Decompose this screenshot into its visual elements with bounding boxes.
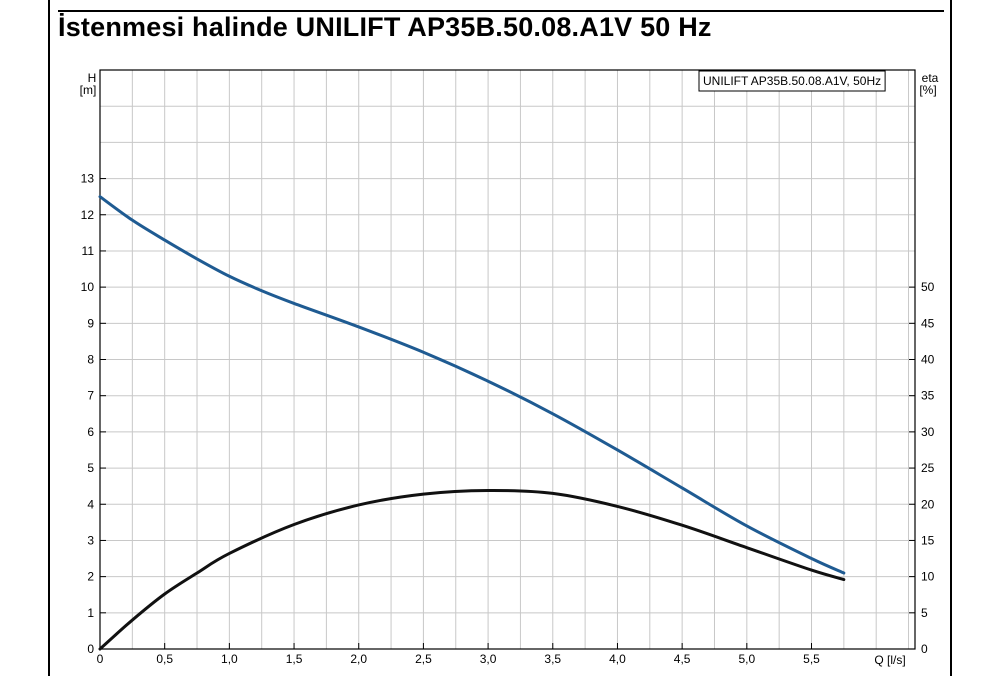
y-axis-right-unit: [%] — [919, 83, 936, 97]
y-left-tick-label: 13 — [81, 172, 95, 186]
x-tick-label: 5,0 — [738, 652, 755, 666]
x-tick-label: 2,0 — [350, 652, 367, 666]
x-tick-label: 0,5 — [156, 652, 173, 666]
title-top-rule — [58, 10, 944, 12]
y-left-tick-label: 12 — [81, 208, 95, 222]
y-axis-left-label: H — [88, 71, 97, 85]
y-right-tick-label: 10 — [921, 570, 935, 584]
x-tick-label: 4,0 — [609, 652, 626, 666]
x-tick-label: 1,5 — [286, 652, 303, 666]
y-left-tick-label: 5 — [87, 461, 94, 475]
y-left-tick-label: 1 — [87, 606, 94, 620]
y-right-tick-label: 15 — [921, 533, 935, 547]
x-tick-label: 2,5 — [415, 652, 432, 666]
chart-series — [98, 195, 846, 651]
y-axis-left-unit: [m] — [80, 83, 97, 97]
y-left-tick-label: 9 — [87, 316, 94, 330]
y-right-tick-label: 35 — [921, 389, 935, 403]
y-left-tick-label: 6 — [87, 425, 94, 439]
y-left-tick-label: 0 — [87, 642, 94, 656]
y-left-tick-label: 3 — [87, 533, 94, 547]
x-axis-label: Q [l/s] — [874, 653, 905, 667]
y-left-tick-label: 10 — [81, 280, 95, 294]
y-right-tick-label: 30 — [921, 425, 935, 439]
legend-entry: UNILIFT AP35B.50.08.A1V, 50Hz — [703, 74, 881, 88]
chart-grid — [100, 70, 915, 649]
y-right-tick-label: 40 — [921, 353, 935, 367]
page-frame-left — [48, 0, 50, 676]
y-left-tick-label: 8 — [87, 353, 94, 367]
x-axis-ticks: 0 0,5 1,0 1,5 2,0 2,5 3,0 3,5 4,0 4,5 5,0 5,5 — [97, 643, 820, 666]
x-tick-label: 4,5 — [674, 652, 691, 666]
x-tick-label: 3,0 — [480, 652, 497, 666]
y-axis-right-label: eta — [922, 71, 939, 85]
y-right-tick-label: 45 — [921, 316, 935, 330]
x-tick-label: 1,0 — [221, 652, 238, 666]
series-line-efficiency — [98, 488, 846, 651]
x-tick-label: 3,5 — [544, 652, 561, 666]
y-right-tick-label: 5 — [921, 606, 928, 620]
y-left-tick-label: 4 — [87, 497, 94, 511]
y-left-tick-label: 2 — [87, 570, 94, 584]
y-right-tick-label: 0 — [921, 642, 928, 656]
page-title: İstenmesi halinde UNILIFT AP35B.50.08.A1… — [58, 12, 712, 42]
y-axis-right-ticks: 0 5 10 15 20 25 30 35 40 45 50 — [909, 280, 935, 656]
y-right-tick-label: 50 — [921, 280, 935, 294]
y-left-tick-label: 11 — [82, 244, 95, 258]
y-left-tick-label: 7 — [87, 389, 94, 403]
page-frame-right — [950, 0, 952, 676]
series-line-head — [98, 195, 846, 575]
y-right-tick-label: 25 — [921, 461, 935, 475]
x-tick-label: 0 — [97, 652, 104, 666]
x-tick-label: 5,5 — [803, 652, 820, 666]
y-right-tick-label: 20 — [921, 497, 935, 511]
legend-box — [698, 70, 886, 92]
